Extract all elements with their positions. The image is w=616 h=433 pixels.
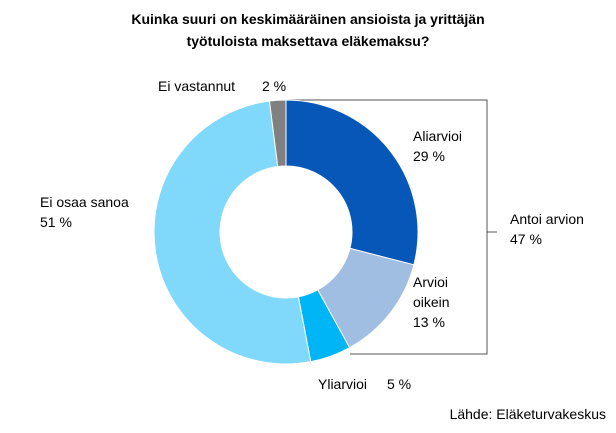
chart-title: Kuinka suuri on keskimääräinen ansioista… xyxy=(131,11,485,49)
slice-label: Ei vastannut xyxy=(158,78,236,94)
donut-slice xyxy=(153,100,312,365)
bracket xyxy=(286,99,488,355)
source: Lähde: Eläketurvakeskus xyxy=(449,406,606,422)
annotation-text: Antoi arvion xyxy=(510,211,584,227)
slice-value-label: 2 % xyxy=(262,78,287,94)
slice-value-label: 29 % xyxy=(413,148,445,164)
donut-slice xyxy=(268,99,287,168)
slice-value-label: 51 % xyxy=(40,214,72,230)
slice-label: Yliarvioi xyxy=(318,376,368,392)
slice-value-label: 13 % xyxy=(413,314,445,330)
slice-value-label: 5 % xyxy=(387,376,412,392)
annotation-value: 47 % xyxy=(510,231,542,247)
slice-label: Arvioi oikein xyxy=(413,274,450,310)
donut-slice xyxy=(285,99,419,266)
slice-label: Aliarvioi xyxy=(413,128,463,144)
slice-label: Ei osaa sanoa xyxy=(40,194,129,210)
